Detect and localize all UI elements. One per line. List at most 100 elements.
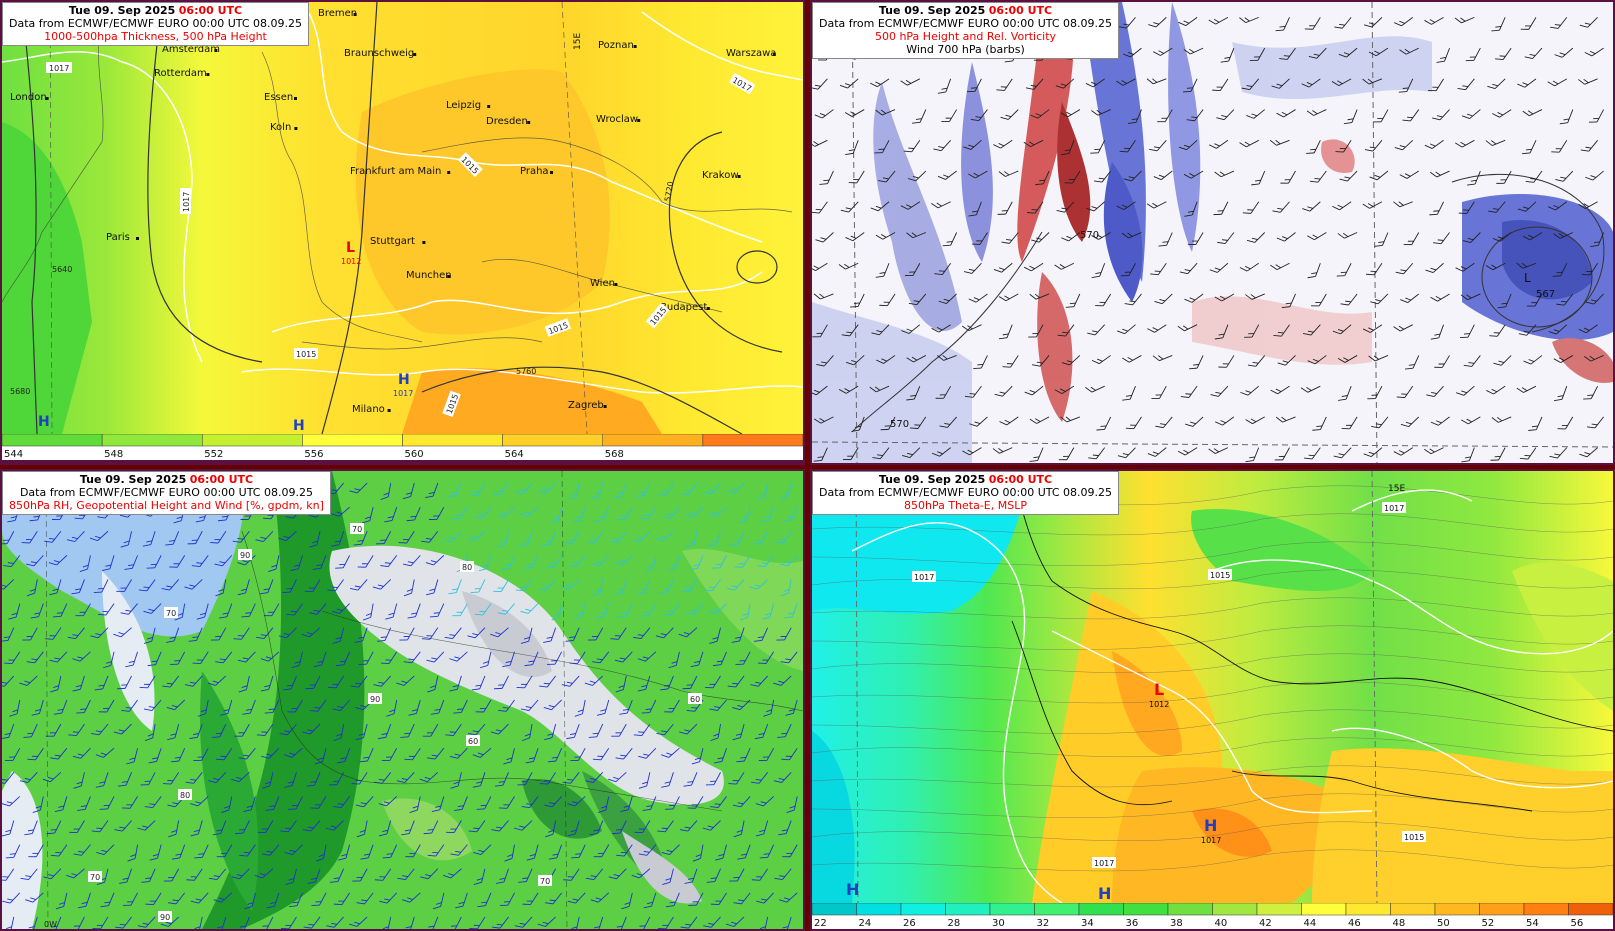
wind-barb [384, 507, 398, 523]
wind-barb [423, 820, 439, 835]
wind-barb [1553, 355, 1574, 364]
wind-barb [1461, 447, 1475, 463]
wind-barb [1393, 324, 1413, 332]
wind-barb [1343, 109, 1358, 125]
wind-barb [218, 603, 233, 619]
wind-barb [162, 772, 180, 785]
wind-barb [326, 916, 344, 928]
wind-barb [1526, 293, 1543, 307]
wind-barb [1245, 416, 1265, 425]
city-marker: Essen [264, 92, 297, 103]
wind-barb [50, 844, 68, 857]
wind-barb [735, 651, 751, 665]
wind-barb [1486, 385, 1506, 395]
wind-barb [753, 627, 769, 642]
colorbar-segment [101, 434, 203, 447]
city-label: Poznan [598, 40, 634, 51]
wind-barb [848, 170, 865, 184]
wind-barb [941, 109, 958, 123]
wind-barb [1492, 232, 1512, 242]
wind-barb [846, 355, 865, 366]
wind-barb [563, 868, 580, 881]
wind-barb [566, 723, 580, 740]
wind-barb [405, 916, 415, 929]
wind-barb [333, 724, 345, 742]
wind-barb [1183, 170, 1204, 179]
colorbar-segment [1568, 903, 1613, 916]
wind-barb [1123, 170, 1142, 182]
wind-barb [519, 531, 533, 547]
longitude-label: 0W [44, 920, 57, 929]
wind-barb [1185, 416, 1204, 427]
colorbar-tick-label: 56 [1571, 918, 1584, 929]
wind-barb [1208, 447, 1229, 454]
wind-barb [1338, 386, 1352, 401]
city-label: Leipzig [446, 100, 481, 111]
city-marker: Krakow [702, 170, 741, 181]
wind-barb [1362, 78, 1383, 85]
wind-barb [1244, 324, 1260, 338]
wind-barb [1091, 109, 1111, 116]
wind-barb [1304, 447, 1321, 460]
panel-product-secondary: Wind 700 hPa (barbs) [906, 43, 1025, 56]
wind-barb [1270, 385, 1290, 395]
wind-barb [1369, 170, 1389, 181]
wind-barb [217, 916, 227, 929]
panel-thickness-500hpa[interactable]: Bremen Amsterdam Rotterdam London Essen Koln B… [0, 0, 805, 465]
wind-barb [256, 723, 274, 737]
wind-barb [1090, 140, 1106, 154]
panel-vorticity-500hpa[interactable]: 570 570 567 L Tue 09. Sep 2025 06:00 UTC… [810, 0, 1615, 465]
wind-barb [377, 723, 392, 740]
panel-theta-e-850hpa[interactable]: L 1012 H 1017 H H 15E 1017 1017 1015 101… [810, 469, 1615, 931]
panel-date: Tue 09. Sep 2025 [878, 473, 986, 486]
wind-barb [520, 603, 539, 614]
wind-barb [1430, 293, 1450, 302]
wind-barb [687, 796, 704, 809]
wind-barb [515, 579, 533, 592]
wind-barb [777, 723, 792, 738]
wind-barb [901, 324, 921, 334]
wind-barb [813, 447, 828, 462]
wind-barb [547, 748, 563, 763]
wind-barb [1061, 232, 1081, 242]
wind-barb [125, 651, 139, 668]
isobar-label: 1017 [182, 192, 191, 212]
wind-barb [782, 844, 798, 858]
wind-barb [467, 627, 486, 639]
wind-barb [937, 355, 957, 361]
wind-barb [931, 447, 951, 457]
wind-barb [906, 385, 921, 401]
wind-barb [567, 892, 586, 904]
wind-barb [636, 579, 651, 595]
panel-rh-850hpa[interactable]: 70 70 80 90 90 60 60 80 70 70 90 0W Tue … [0, 469, 805, 931]
wind-barb [1399, 47, 1419, 55]
wind-barb [620, 796, 633, 813]
wind-barb [403, 651, 421, 664]
wind-barb [1151, 385, 1167, 399]
wind-barb [934, 262, 951, 276]
wind-barb [1362, 201, 1383, 209]
wind-barb [708, 603, 727, 614]
wind-barb [1547, 78, 1568, 87]
low-center: L [1524, 271, 1531, 285]
wind-barb [20, 868, 38, 881]
high-pressure-marker-2: H [846, 880, 859, 899]
wind-barb [118, 772, 132, 787]
wind-barb [1517, 78, 1537, 88]
wind-barb [726, 916, 745, 927]
wind-barb [231, 771, 250, 783]
wind-barb [968, 293, 988, 303]
wind-barb [1553, 386, 1568, 402]
wind-barb [814, 109, 834, 119]
wind-barb [971, 232, 988, 245]
wind-barb [257, 820, 274, 833]
city-marker: Warszawa [726, 48, 776, 59]
rh-label: 80 [462, 563, 472, 572]
wind-barb [1395, 262, 1414, 275]
wind-barb [1309, 170, 1327, 183]
wind-barb [632, 530, 651, 542]
colorbar-tick-label: 568 [605, 449, 624, 460]
city-label: Krakow [702, 170, 739, 181]
wind-barb [1061, 355, 1081, 366]
wind-barb [1239, 262, 1259, 272]
